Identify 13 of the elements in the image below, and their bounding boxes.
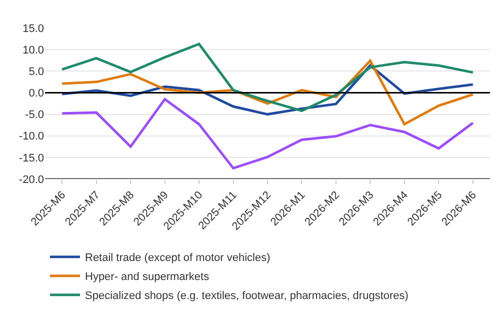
legend-label: Hyper- and supermarkets (85, 271, 210, 284)
y-tick-label: -15.0 (18, 152, 44, 164)
legend-label: Retail trade (except of motor vehicles) (85, 252, 270, 264)
y-tick-label: -5.0 (25, 109, 44, 122)
y-tick-label: 5.0 (28, 66, 44, 78)
y-tick-label: 0.0 (28, 88, 44, 100)
y-tick-label: 10.0 (22, 44, 44, 56)
line-series (60, 98, 474, 170)
line-series (60, 42, 474, 112)
legend-label: Specialized shops (e.g. textiles, footwear, pharmacies, drugstores) (85, 290, 408, 302)
y-tick-label: 15.0 (22, 22, 44, 35)
y-tick-label: -20.0 (18, 174, 44, 186)
y-tick-label: -10.0 (18, 130, 44, 143)
